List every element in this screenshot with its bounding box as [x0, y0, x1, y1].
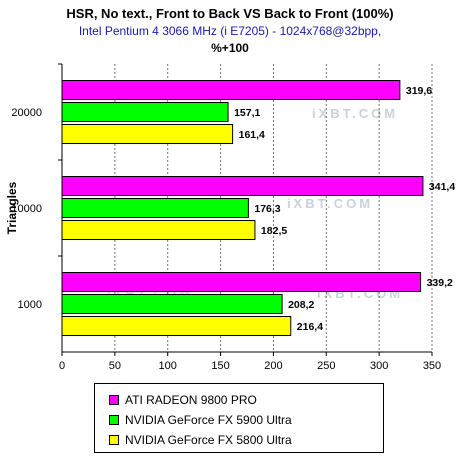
bar [61, 316, 292, 336]
category-label: 20000 [11, 107, 42, 119]
legend-label-fx5900: NVIDIA GeForce FX 5900 Ultra [125, 413, 292, 427]
x-tick-label: 50 [109, 360, 121, 372]
legend-label-fx5800: NVIDIA GeForce FX 5800 Ultra [125, 433, 292, 447]
bar [61, 198, 249, 218]
x-tick-label: 250 [317, 360, 335, 372]
x-tick-label: 200 [264, 360, 282, 372]
data-label: 341,4 [429, 181, 455, 193]
x-tick-label: 350 [423, 360, 441, 372]
data-label: 161,4 [239, 129, 265, 141]
bar [61, 272, 422, 292]
legend-item-fx5900: NVIDIA GeForce FX 5900 Ultra [109, 413, 292, 429]
x-tick-label: 300 [370, 360, 388, 372]
legend-swatch-fx5800 [109, 434, 119, 445]
y-axis-title: Triangles [5, 181, 19, 234]
data-label: 176,3 [254, 203, 280, 215]
x-tick-label: 100 [159, 360, 177, 372]
bar [61, 294, 283, 314]
x-tick-label: 0 [59, 360, 65, 372]
legend-swatch-fx5900 [109, 414, 119, 425]
data-label: 208,2 [288, 299, 314, 311]
category-label: 1000 [18, 299, 42, 311]
chart-subtitle: Intel Pentium 4 3066 MHz (i E7205) - 102… [78, 24, 382, 38]
watermark-text: iXBT.COM [287, 196, 373, 211]
data-label: 339,2 [427, 277, 453, 289]
data-label: 182,5 [261, 225, 287, 237]
bar-chart: iXBT.COMiXBT.COMiXBT.COMiXBT.COMiXBT.COM… [5, 63, 455, 372]
chart-legend: ATI RADEON 9800 PRO NVIDIA GeForce FX 59… [94, 383, 384, 453]
category-label: 10000 [11, 203, 42, 215]
data-label: 216,4 [297, 321, 323, 333]
legend-swatch-ati [109, 394, 119, 405]
legend-item-ati: ATI RADEON 9800 PRO [109, 393, 257, 409]
bar [61, 102, 229, 122]
bar [61, 80, 401, 100]
watermark-text: iXBT.COM [312, 106, 398, 121]
legend-item-fx5800: NVIDIA GeForce FX 5800 Ultra [109, 433, 292, 449]
legend-label-ati: ATI RADEON 9800 PRO [125, 393, 257, 407]
chart-unit: %+100 [211, 41, 249, 55]
x-tick-label: 150 [211, 360, 229, 372]
bar [61, 220, 256, 240]
bar [61, 176, 424, 196]
data-label: 157,1 [234, 107, 260, 119]
chart-title: HSR, No text., Front to Back VS Back to … [66, 6, 394, 21]
bar [61, 124, 234, 144]
data-label: 319,6 [406, 85, 432, 97]
